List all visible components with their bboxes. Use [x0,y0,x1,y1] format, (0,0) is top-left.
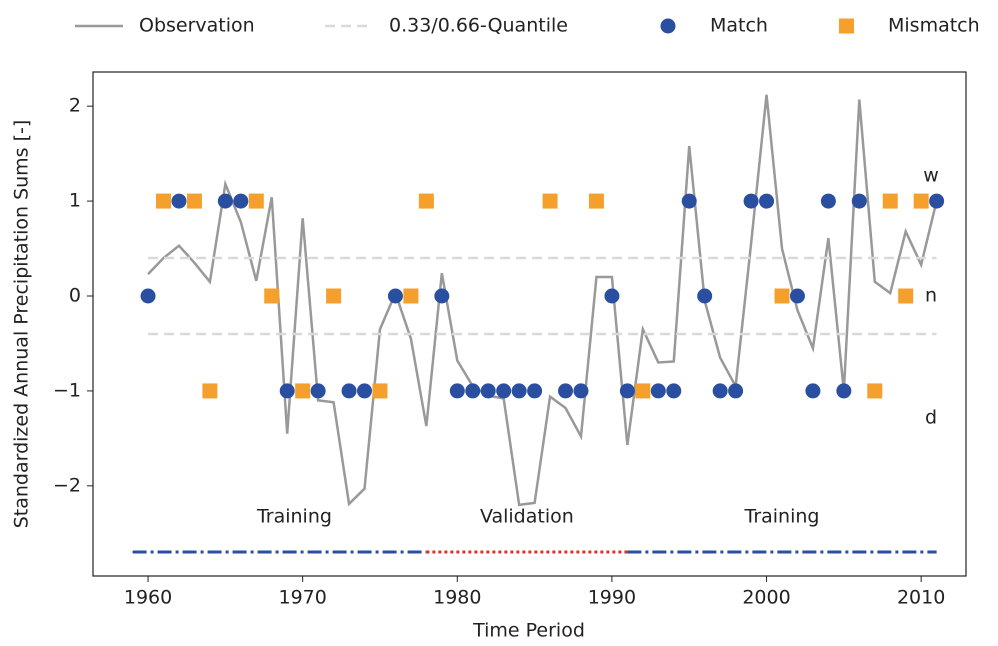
match-point [666,383,682,399]
match-point [759,193,775,209]
match-point [789,288,805,304]
match-point [233,193,249,209]
match-point [511,383,527,399]
class-label: n [925,285,937,307]
mismatch-point [867,383,883,399]
observation-line [147,94,938,507]
mismatch-point [326,288,342,304]
match-point [805,383,821,399]
match-point [558,383,574,399]
mismatch-point [635,383,651,399]
match-point [743,193,759,209]
legend-label: 0.33/0.66-Quantile [389,15,568,37]
match-point [712,383,728,399]
match-point [357,383,373,399]
mismatch-point [156,193,172,209]
match-point [820,193,836,209]
mismatch-point [774,288,790,304]
match-point [434,288,450,304]
mismatch-point [264,288,280,304]
match-point [929,193,945,209]
period-label: Training [256,506,332,528]
match-point [836,383,852,399]
period-label: Training [744,506,820,528]
x-tick-label: 2000 [742,587,790,609]
x-tick-label: 1990 [588,587,636,609]
mismatch-point [898,288,914,304]
y-axis-label: Standardized Annual Precipitation Sums [… [11,120,33,529]
match-point [573,383,589,399]
plot-frame [92,71,967,577]
match-point [341,383,357,399]
match-point [851,193,867,209]
match-point [650,383,666,399]
mismatch-point [186,193,202,209]
mismatch-point [403,288,419,304]
match-point [480,383,496,399]
legend-label: Observation [139,15,255,37]
mismatch-point [248,193,264,209]
match-point [697,288,713,304]
legend-swatch [839,18,854,34]
match-point [619,383,635,399]
match-point [449,383,465,399]
mismatch-point [372,383,388,399]
x-tick-label: 2010 [897,587,945,609]
match-point [527,383,543,399]
match-point [681,193,697,209]
match-point [496,383,512,399]
mismatch-point [882,193,898,209]
x-tick-label: 1980 [433,587,481,609]
legend-label: Match [710,15,768,37]
match-point [279,383,295,399]
class-label: d [925,406,937,428]
match-point [310,383,326,399]
match-point [217,193,233,209]
mismatch-point [202,383,218,399]
mismatch-point [418,193,434,209]
y-tick-label: −1 [53,379,81,401]
match-point [140,288,156,304]
legend-label: Mismatch [888,15,980,37]
y-tick-label: 1 [69,190,81,212]
x-tick-label: 1970 [278,587,326,609]
x-tick-label: 1960 [124,587,172,609]
match-point [728,383,744,399]
period-label: Validation [480,506,574,528]
match-point [465,383,481,399]
mismatch-point [295,383,311,399]
legend-swatch [660,18,676,34]
mismatch-point [588,193,604,209]
mismatch-point [913,193,929,209]
y-tick-label: 2 [69,95,81,117]
match-point [171,193,187,209]
x-axis-label: Time Period [472,620,585,642]
mismatch-point [542,193,558,209]
match-point [604,288,620,304]
y-tick-label: 0 [69,285,81,307]
class-label: w [923,165,939,187]
y-tick-label: −2 [53,474,81,496]
match-point [387,288,403,304]
